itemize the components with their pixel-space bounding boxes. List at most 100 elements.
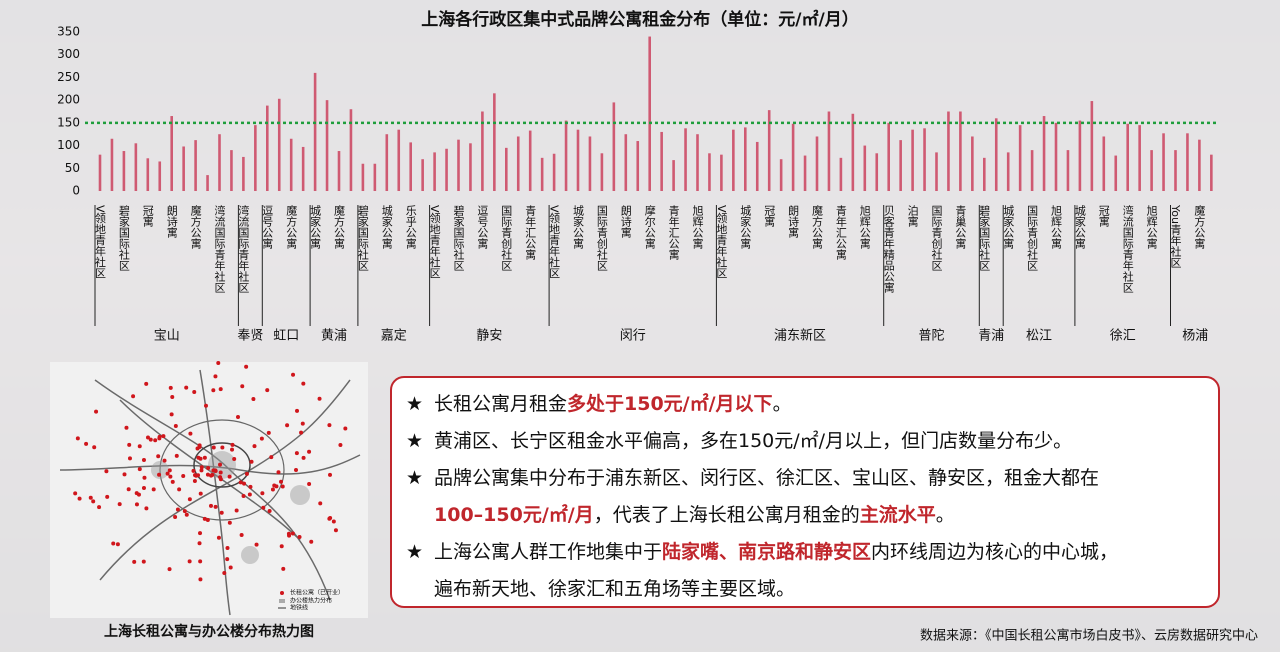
x-tick-label: 冠寓 (1097, 205, 1110, 228)
apartment-dot (198, 559, 203, 564)
apartment-dot (327, 423, 332, 428)
apartment-dot (145, 435, 150, 440)
apartment-dot (117, 502, 122, 507)
bar (779, 159, 783, 191)
apartment-dot (307, 481, 312, 486)
group-label: 奉贤 (237, 329, 263, 344)
bar (660, 131, 663, 191)
apartment-dot (194, 473, 199, 478)
apartment-dot (228, 565, 233, 570)
apartment-dot (124, 425, 129, 430)
x-tick-label: 青年汇公寓 (524, 205, 537, 261)
bar (720, 154, 723, 191)
apartment-dot (165, 471, 170, 476)
bar (349, 109, 353, 191)
apartment-dot (168, 385, 173, 390)
apartment-dot (343, 426, 348, 431)
x-tick-label: 冠寓 (763, 205, 776, 228)
bar (373, 163, 377, 191)
bar (851, 113, 855, 191)
apartment-dot (317, 396, 322, 401)
apartment-dot (242, 481, 247, 486)
map-caption: 上海长租公寓与办公楼分布热力图 (104, 623, 314, 640)
x-tick-label: 湾流国际青年社区 (1121, 204, 1134, 293)
apartment-dot (218, 387, 223, 392)
bar (624, 134, 628, 191)
apartment-dot (169, 412, 174, 417)
apartment-dot (285, 423, 290, 428)
apartment-dot (77, 496, 82, 501)
highlight-text: 陆家嘴、南京路和静安区 (662, 541, 872, 563)
group-label: 杨浦 (1182, 329, 1208, 344)
x-tick-label: 朗诗寓 (619, 205, 632, 239)
apartment-dot (281, 566, 286, 571)
x-tick-label: 青巢公寓 (954, 205, 967, 250)
apartment-dot (170, 395, 175, 400)
group-label: 虹口 (273, 329, 299, 344)
apartment-dot (240, 384, 245, 389)
bar (600, 153, 604, 191)
bar (301, 146, 305, 191)
x-tick-label: 逗号公寓 (476, 205, 489, 250)
apartment-dot (307, 449, 312, 454)
apartment-dot (213, 504, 218, 509)
apartment-dot (291, 372, 296, 377)
x-tick-label: 城家公寓 (739, 205, 752, 250)
highlight-text: 100–150元/㎡/月 (434, 504, 594, 526)
apartment-dot (170, 479, 175, 484)
bar (708, 153, 711, 191)
apartment-dot (181, 474, 186, 479)
bar (827, 111, 831, 191)
group-label: 松江 (1026, 329, 1052, 344)
apartment-dot (202, 455, 207, 460)
apartment-dot (213, 374, 218, 379)
apartment-dot (156, 454, 161, 459)
bullet: ★ (406, 430, 424, 452)
apartment-dot (184, 512, 189, 517)
bar (803, 155, 807, 191)
apartment-dot (218, 475, 223, 480)
apartment-dot (188, 431, 193, 436)
note-text: 。 (935, 504, 955, 526)
x-tick-label: 魔方公寓 (811, 204, 824, 250)
x-tick-label: 国际青创社区 (1026, 205, 1039, 271)
bar (445, 148, 448, 191)
apartment-dot (290, 531, 295, 536)
bar (1186, 133, 1189, 191)
bar (481, 111, 484, 191)
apartment-dot (227, 520, 232, 525)
bar (696, 134, 699, 191)
note-text: 黄浦区、长宁区租金水平偏高，多在150元/㎡/月以上，但门店数量分布少。 (434, 430, 1073, 452)
bar (863, 145, 867, 191)
apartment-dot (144, 506, 149, 511)
x-tick-label: 冠寓 (141, 205, 154, 228)
apartment-dot (141, 559, 146, 564)
apartment-dot (182, 509, 187, 514)
bar (899, 140, 902, 191)
bar (839, 157, 843, 191)
apartment-dot (137, 444, 142, 449)
apartment-dot (222, 571, 227, 576)
x-tick-label: V领地青年社区 (94, 205, 107, 279)
bar (672, 160, 675, 191)
bar (194, 140, 197, 191)
apartment-dot (300, 421, 305, 426)
apartment-dot (94, 409, 99, 414)
apartment-dot (328, 472, 333, 477)
note-text: 长租公寓月租金 (434, 393, 568, 415)
apartment-dot (97, 505, 102, 510)
note: ★ 长租公寓月租金多处于150元/㎡/月以下。 (406, 386, 1194, 423)
apartment-dot (144, 381, 149, 386)
apartment-dot (211, 388, 216, 393)
group-label: 嘉定 (381, 329, 407, 344)
apartment-dot (92, 445, 97, 450)
apartment-dot (75, 436, 80, 441)
note: ★ 上海公寓人群工作地集中于陆家嘴、南京路和静安区内环线周边为核心的中心城， 遍布新… (406, 534, 1194, 608)
bar (134, 143, 138, 191)
apartment-dot (84, 441, 89, 446)
apartment-dot (244, 471, 249, 476)
apartment-dot (199, 468, 204, 473)
bar (636, 141, 640, 191)
x-tick-label: 城家公寓 (1002, 205, 1015, 250)
